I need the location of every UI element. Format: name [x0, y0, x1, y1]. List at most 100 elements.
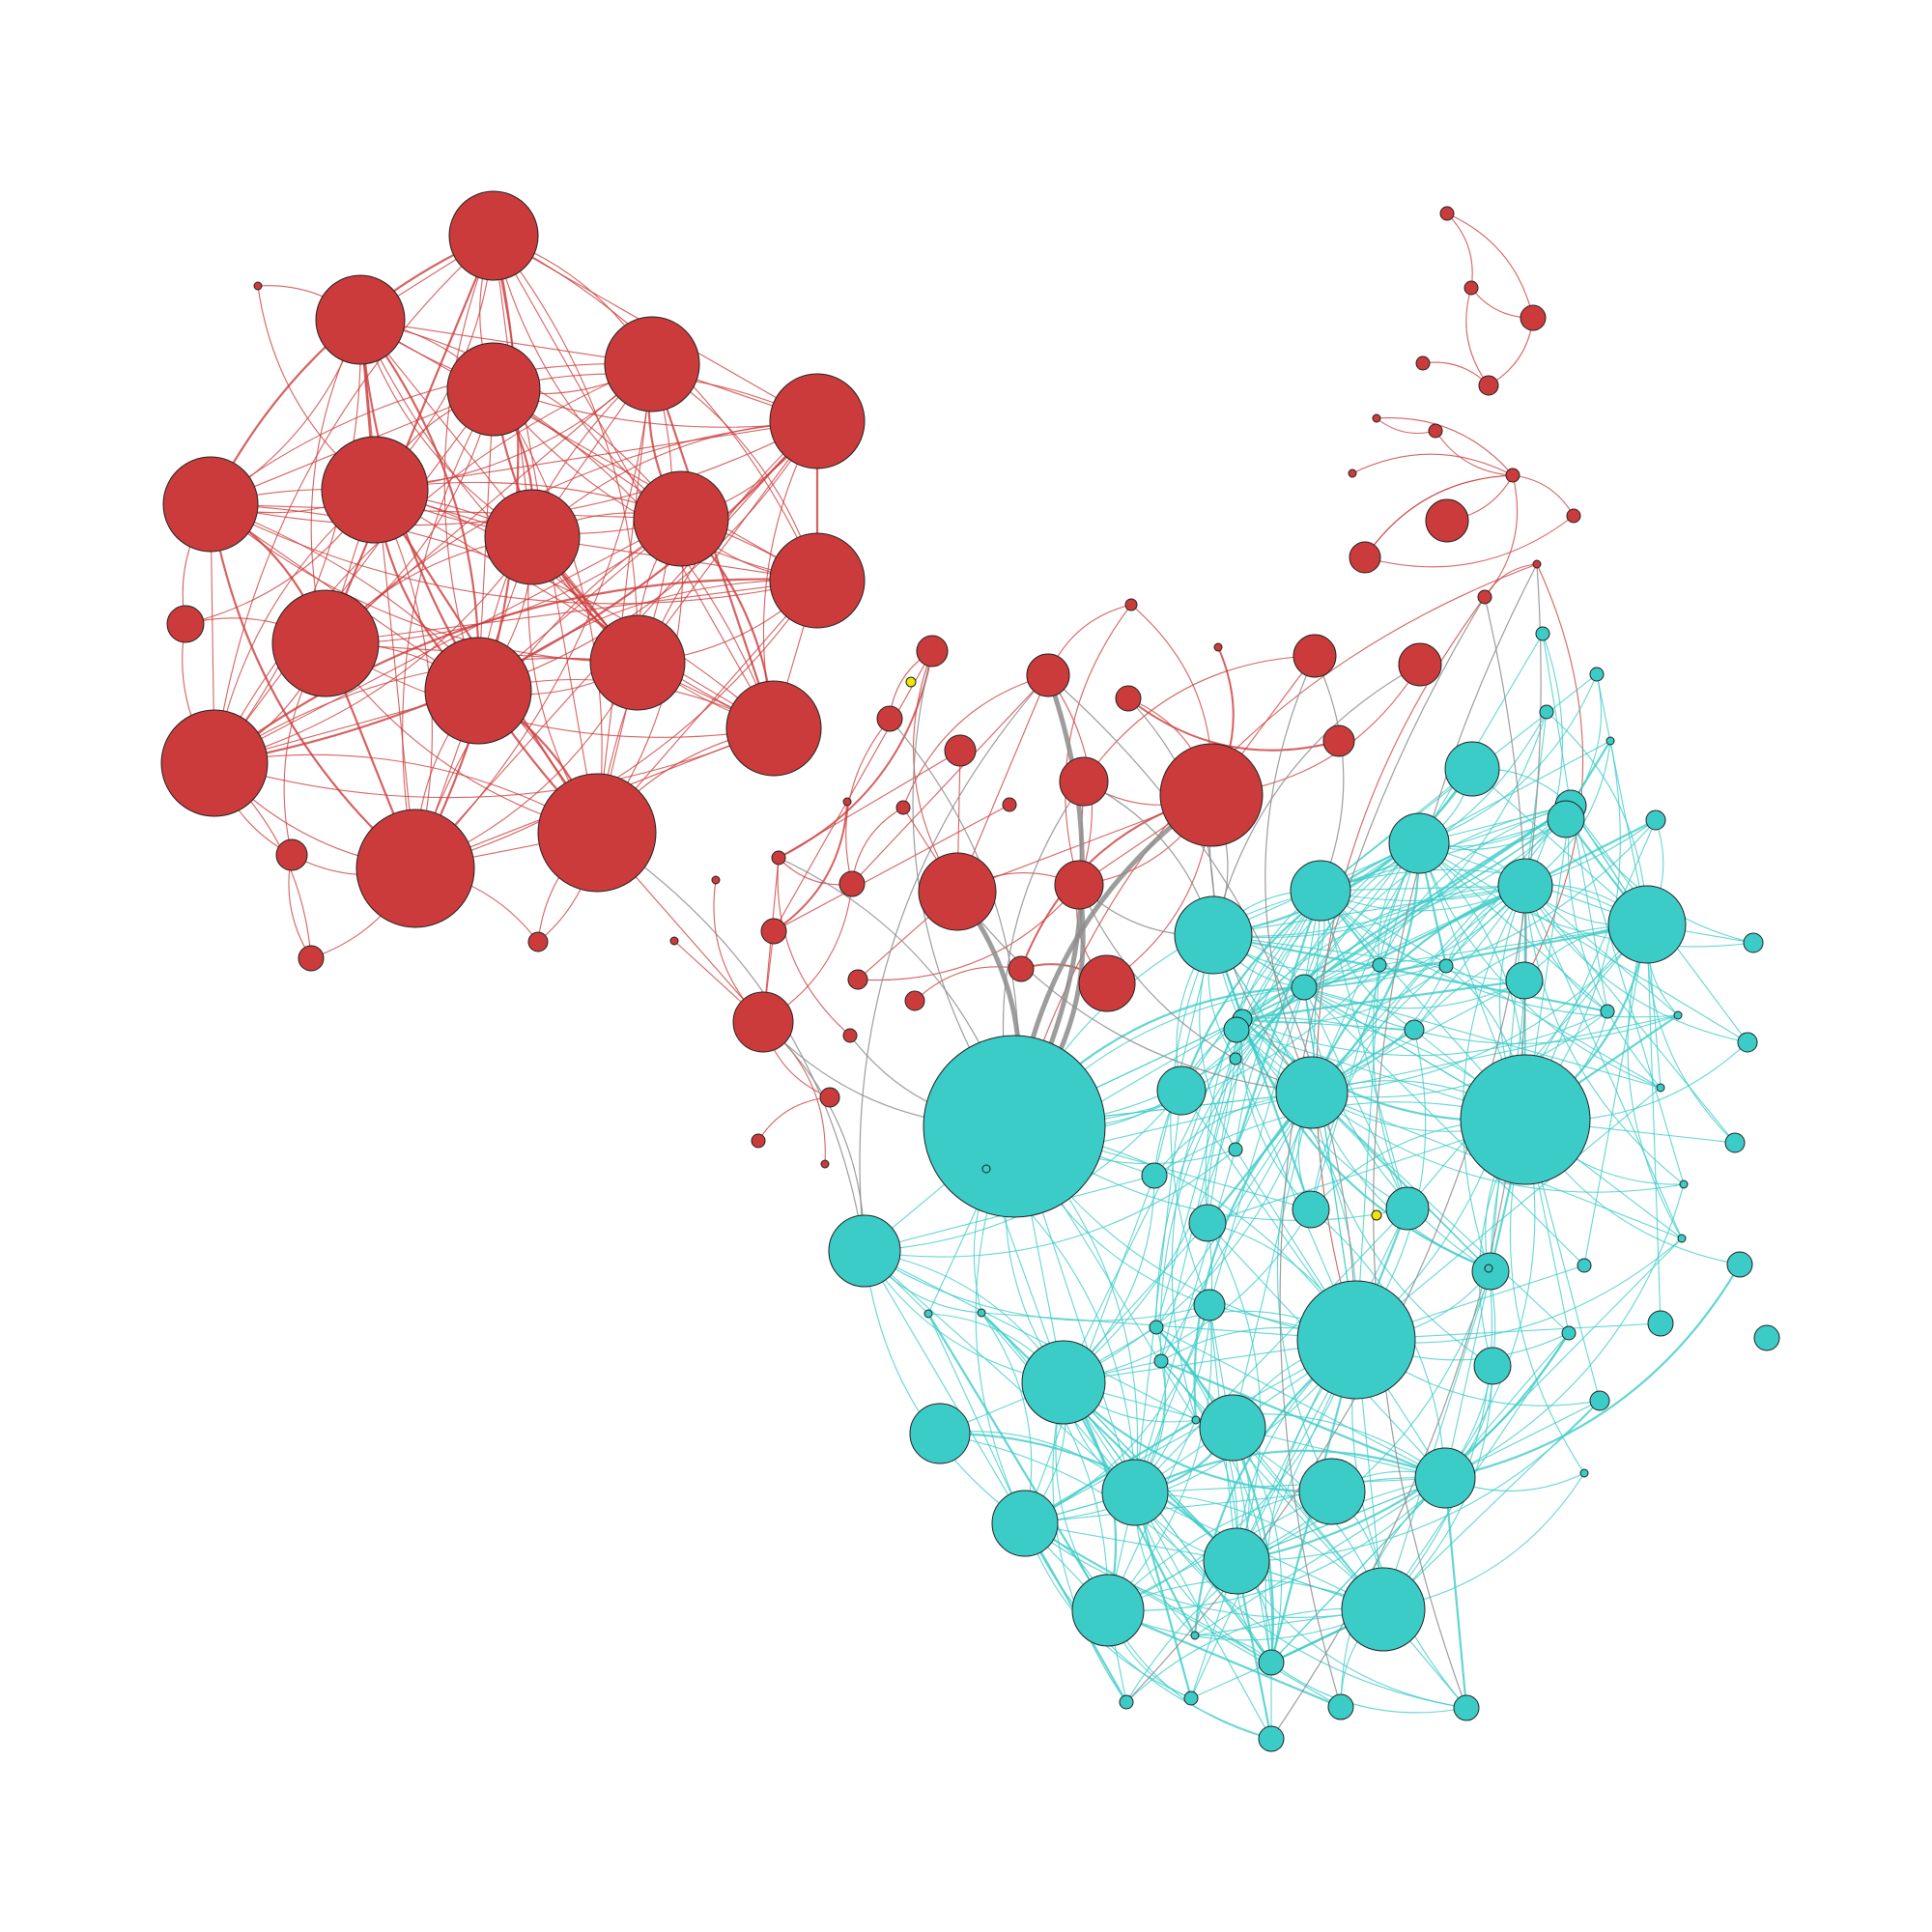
edge	[213, 420, 818, 765]
bridge-edge	[1373, 563, 1538, 1709]
edge	[1311, 842, 1421, 1094]
node-cluster-a	[944, 734, 977, 767]
edge	[1065, 604, 1132, 886]
node-cluster-a	[847, 969, 868, 990]
edge	[1303, 986, 1492, 1272]
bridge-edge	[859, 674, 1049, 1252]
node-cluster-b	[1414, 1447, 1476, 1509]
edge	[1311, 1092, 1493, 1367]
node-cluster-a	[1115, 685, 1142, 712]
edge	[374, 481, 818, 582]
edge	[851, 807, 904, 885]
edge	[1235, 842, 1420, 1151]
node-cluster-b	[1547, 800, 1585, 838]
edge	[1382, 1270, 1492, 1610]
edge	[1303, 923, 1648, 989]
edge	[1134, 1149, 1236, 1493]
node-cluster-a	[1078, 954, 1136, 1012]
bridge-edge	[596, 832, 866, 1252]
edge	[1063, 1092, 1313, 1383]
edge	[359, 319, 416, 869]
edge	[1024, 1522, 1384, 1618]
node-cluster-a	[484, 489, 581, 585]
edge	[1208, 1304, 1272, 1663]
edge	[210, 362, 653, 505]
edge	[1270, 1662, 1467, 1714]
node-cluster-a	[1532, 559, 1542, 569]
edge	[1524, 885, 1683, 1239]
node-cluster-b	[977, 1308, 986, 1318]
edge	[1241, 1018, 1492, 1272]
node-cluster-b	[1119, 1694, 1134, 1710]
edge	[1583, 923, 1648, 1266]
bridge-edge	[1314, 655, 1345, 892]
node-cluster-a	[918, 852, 997, 931]
bridge-edge	[1078, 884, 1313, 1094]
node-cluster-b	[1388, 812, 1450, 874]
edge	[1627, 923, 1683, 1239]
node-cluster-a	[711, 875, 721, 885]
edge	[1127, 697, 1340, 752]
edge	[1320, 711, 1548, 892]
node-cluster-b	[1724, 1132, 1746, 1153]
edge	[1376, 416, 1514, 476]
node-cluster-b	[1444, 741, 1500, 797]
node-cluster-b	[1021, 1340, 1106, 1425]
node-cluster-a	[895, 800, 911, 815]
node-cluster-b	[1539, 704, 1554, 720]
edge	[1155, 1326, 1274, 1663]
edge	[402, 388, 495, 869]
node-cluster-b	[1656, 1083, 1665, 1093]
edge	[1240, 1018, 1490, 1270]
node-cluster-b	[1577, 1258, 1592, 1273]
node-cluster-b	[1737, 1032, 1758, 1053]
node-cluster-b	[1726, 1251, 1753, 1278]
node-cluster-b	[1258, 1649, 1285, 1676]
edge	[1155, 1326, 1446, 1479]
edge	[1446, 213, 1473, 289]
edge	[1208, 986, 1305, 1306]
node-cluster-a	[819, 1087, 840, 1108]
edge	[1320, 868, 1648, 925]
node-cluster-b	[1535, 626, 1550, 641]
node-cluster-b	[1473, 1347, 1512, 1385]
edge	[1303, 986, 1662, 1089]
edge	[1418, 842, 1608, 1012]
edge	[213, 518, 682, 764]
node-cluster-b	[1203, 1527, 1270, 1595]
edge	[1311, 805, 1572, 1094]
node-cluster-a	[527, 931, 549, 952]
node-cluster-a	[1398, 642, 1442, 687]
node-cluster-b	[1190, 1631, 1200, 1640]
edge	[1063, 1029, 1237, 1383]
edge	[1320, 890, 1679, 1018]
node-cluster-b	[923, 1035, 1106, 1218]
edge	[1159, 986, 1305, 1362]
edge	[1524, 633, 1563, 887]
edge	[1063, 1208, 1312, 1383]
node-cluster-a	[1425, 498, 1469, 543]
node-cluster-b	[1385, 1186, 1430, 1231]
edge	[1364, 515, 1575, 568]
edge	[1160, 1360, 1384, 1610]
edge	[1376, 417, 1436, 434]
edge	[927, 1313, 1109, 1611]
node-cluster-a	[604, 316, 700, 412]
edge	[1303, 768, 1473, 988]
edge	[1303, 986, 1408, 1209]
node-cluster-b	[1743, 932, 1764, 953]
node-cluster-a	[669, 936, 679, 946]
edge	[1568, 805, 1662, 1089]
node-cluster-b	[1589, 1390, 1610, 1411]
node-cluster-b	[1229, 1052, 1242, 1065]
edge	[209, 503, 416, 869]
edge	[1236, 1400, 1601, 1562]
node-cluster-a	[732, 991, 794, 1053]
node-isolated	[1371, 1209, 1382, 1221]
node-cluster-b	[1290, 860, 1351, 922]
edge	[359, 319, 818, 428]
edge	[1378, 805, 1572, 966]
node-cluster-a	[842, 797, 852, 807]
edge	[213, 578, 818, 764]
edge	[1024, 1304, 1210, 1524]
